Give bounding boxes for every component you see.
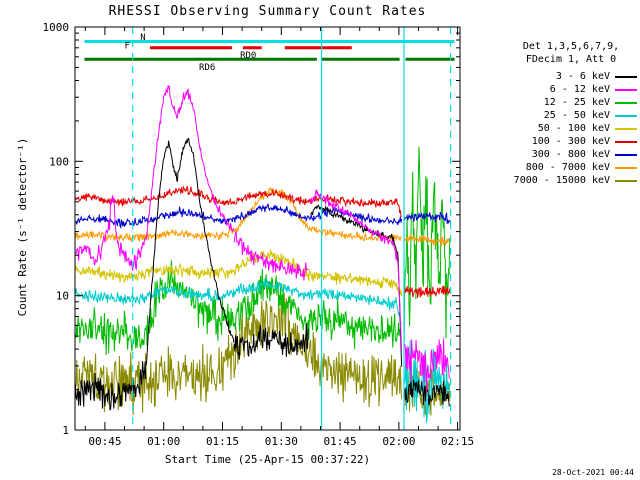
legend: Det 1,3,5,6,7,9, FDecim 1, Att 0 3 - 6 k… (505, 40, 637, 187)
y-tick-label: 100 (49, 155, 69, 168)
series-100-300keV (403, 285, 451, 298)
series-12-25keV (75, 260, 401, 355)
series-300-800keV (75, 203, 403, 230)
legend-entry-swatch (615, 127, 637, 130)
y-tick-label: 1000 (43, 21, 70, 34)
legend-entry: 100 - 300 keV (505, 135, 637, 148)
series-12-25keV (403, 146, 451, 352)
series-6-12keV (145, 85, 235, 241)
x-tick-label: 02:15 (441, 435, 474, 448)
y-tick-label: 1 (62, 424, 69, 437)
chart-title: RHESSI Observing Summary Count Rates (108, 4, 427, 19)
legend-entry-label: 100 - 300 keV (531, 136, 610, 147)
series-50-100keV (75, 249, 403, 297)
series-3-6keV (233, 323, 309, 360)
flag-label-RD0: RD0 (240, 51, 256, 61)
plot-frame (74, 26, 461, 431)
series-300-800keV (403, 211, 451, 225)
series-3-6keV (75, 361, 147, 411)
x-tick-label: 02:00 (382, 435, 415, 448)
legend-entry: 25 - 50 keV (505, 109, 637, 122)
legend-entry-label: 25 - 50 keV (543, 110, 610, 121)
legend-entry-label: 3 - 6 keV (555, 71, 610, 82)
x-tick-label: 01:30 (265, 435, 298, 448)
legend-entry-label: 800 - 7000 keV (525, 162, 610, 173)
series-800-7000keV (75, 187, 402, 243)
legend-entry-label: 7000 - 15000 keV (513, 175, 610, 186)
y-tick-label: 10 (56, 290, 69, 303)
legend-entry-swatch (615, 166, 637, 169)
x-tick-label: 01:00 (147, 435, 180, 448)
series-100-300keV (75, 185, 402, 218)
flag-label-RD6: RD6 (199, 63, 215, 73)
series-6-12keV (404, 338, 450, 392)
legend-entry: 300 - 800 keV (505, 148, 637, 161)
legend-entry: 800 - 7000 keV (505, 161, 637, 174)
series-6-12keV (233, 230, 309, 281)
legend-entry-label: 6 - 12 keV (549, 84, 610, 95)
flag-label-F: F (125, 42, 130, 52)
legend-entry: 7000 - 15000 keV (505, 174, 637, 187)
legend-decim-line: FDecim 1, Att 0 (525, 54, 617, 65)
y-axis-label: Count Rate (s⁻¹ detector⁻¹) (16, 137, 29, 317)
legend-entry-label: 300 - 800 keV (531, 149, 610, 160)
legend-entry: 6 - 12 keV (505, 83, 637, 96)
legend-entry: 50 - 100 keV (505, 122, 637, 135)
legend-entries: 3 - 6 keV 6 - 12 keV 12 - 25 keV 25 - 50 ke… (505, 70, 637, 187)
series-6-12keV (310, 189, 403, 351)
legend-entry-swatch (615, 179, 637, 182)
series-800-7000keV (403, 234, 451, 246)
x-tick-label: 00:45 (88, 435, 121, 448)
legend-entry-swatch (615, 88, 637, 91)
series-25-50keV (75, 278, 403, 325)
legend-entry: 3 - 6 keV (505, 70, 637, 83)
legend-entry-swatch (615, 114, 637, 117)
legend-entry-label: 12 - 25 keV (543, 97, 610, 108)
legend-entry-swatch (615, 101, 637, 104)
x-axis-label: Start Time (25-Apr-15 00:37:22) (164, 453, 371, 466)
legend-entry-label: 50 - 100 keV (537, 123, 610, 134)
series-6-12keV (75, 195, 146, 272)
legend-entry: 12 - 25 keV (505, 96, 637, 109)
creation-timestamp: 28-Oct-2021 00:44 (552, 468, 634, 477)
x-tick-label: 01:45 (324, 435, 357, 448)
series-3-6keV (145, 137, 235, 366)
legend-entry-swatch (615, 140, 637, 143)
legend-entry-swatch (615, 75, 637, 78)
flag-label-N: N (140, 33, 145, 43)
x-tick-label: 01:15 (206, 435, 239, 448)
legend-detectors-line: Det 1,3,5,6,7,9, (522, 41, 620, 52)
legend-entry-swatch (615, 153, 637, 156)
